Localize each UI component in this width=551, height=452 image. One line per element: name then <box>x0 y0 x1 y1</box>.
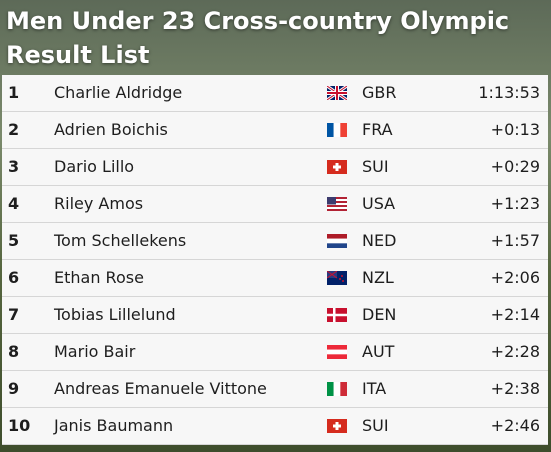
result-table: 1 Charlie Aldridge GBR 1:13:53 2 Adrien Boich… <box>2 75 548 445</box>
result-row: 7 Tobias Lillelund DEN +2:14 <box>2 297 548 334</box>
result-row: 6 Ethan Rose NZL +2:06 <box>2 260 548 297</box>
result-row: 1 Charlie Aldridge GBR 1:13:53 <box>2 75 548 112</box>
flag <box>327 197 347 211</box>
rank: 10 <box>8 416 31 435</box>
result-row: 10 Janis Baumann SUI +2:46 <box>2 408 548 445</box>
rank: 3 <box>8 157 20 176</box>
rider-name: Tom Schellekens <box>54 231 187 250</box>
rider-name: Dario Lillo <box>54 157 135 176</box>
country-code: USA <box>362 194 396 213</box>
flag <box>327 419 347 433</box>
flag <box>327 234 347 248</box>
time: +2:46 <box>490 416 540 435</box>
result-row: 8 Mario Bair AUT +2:28 <box>2 334 548 371</box>
rank: 4 <box>8 194 20 213</box>
rider-name: Charlie Aldridge <box>54 83 183 102</box>
time: +2:06 <box>490 268 540 287</box>
rider-name: Riley Amos <box>54 194 144 213</box>
time: +0:13 <box>490 120 540 139</box>
rank: 6 <box>8 268 20 287</box>
result-row: 4 Riley Amos USA +1:23 <box>2 186 548 223</box>
rank: 7 <box>8 305 20 324</box>
country-code: ITA <box>362 379 387 398</box>
time: +0:29 <box>490 157 540 176</box>
rank: 9 <box>8 379 20 398</box>
country-code: NZL <box>362 268 394 287</box>
country-code: AUT <box>362 342 395 361</box>
rider-name: Mario Bair <box>54 342 136 361</box>
flag <box>327 271 347 285</box>
rank: 5 <box>8 231 20 250</box>
rider-name: Tobias Lillelund <box>54 305 176 324</box>
country-code: NED <box>362 231 397 250</box>
time: +2:28 <box>490 342 540 361</box>
flag <box>327 308 347 322</box>
rank: 8 <box>8 342 20 361</box>
country-code: DEN <box>362 305 397 324</box>
rank: 1 <box>8 83 20 102</box>
country-code: GBR <box>362 83 397 102</box>
flag <box>327 382 347 396</box>
time: 1:13:53 <box>478 83 540 102</box>
time: +2:14 <box>490 305 540 324</box>
time: +1:57 <box>490 231 540 250</box>
flag <box>327 123 347 137</box>
rank: 2 <box>8 120 20 139</box>
title: Men Under 23 Cross-country Olympic Resul… <box>6 4 509 72</box>
flag <box>327 160 347 174</box>
rider-name: Ethan Rose <box>54 268 144 287</box>
title-line: Men Under 23 Cross-country Olympic <box>6 7 510 35</box>
time: +1:23 <box>490 194 540 213</box>
result-row: 9 Andreas Emanuele Vittone ITA +2:38 <box>2 371 548 408</box>
result-row: 2 Adrien Boichis FRA +0:13 <box>2 112 548 149</box>
flag <box>327 86 347 100</box>
rider-name: Janis Baumann <box>54 416 174 435</box>
result-row: 5 Tom Schellekens NED +1:57 <box>2 223 548 260</box>
time: +2:38 <box>490 379 540 398</box>
flag <box>327 345 347 359</box>
result-row: 3 Dario Lillo SUI +0:29 <box>2 149 548 186</box>
country-code: SUI <box>362 157 389 176</box>
rider-name: Andreas Emanuele Vittone <box>54 379 267 398</box>
country-code: SUI <box>362 416 389 435</box>
title-line: Result List <box>6 41 150 69</box>
country-code: FRA <box>362 120 393 139</box>
rider-name: Adrien Boichis <box>54 120 168 139</box>
